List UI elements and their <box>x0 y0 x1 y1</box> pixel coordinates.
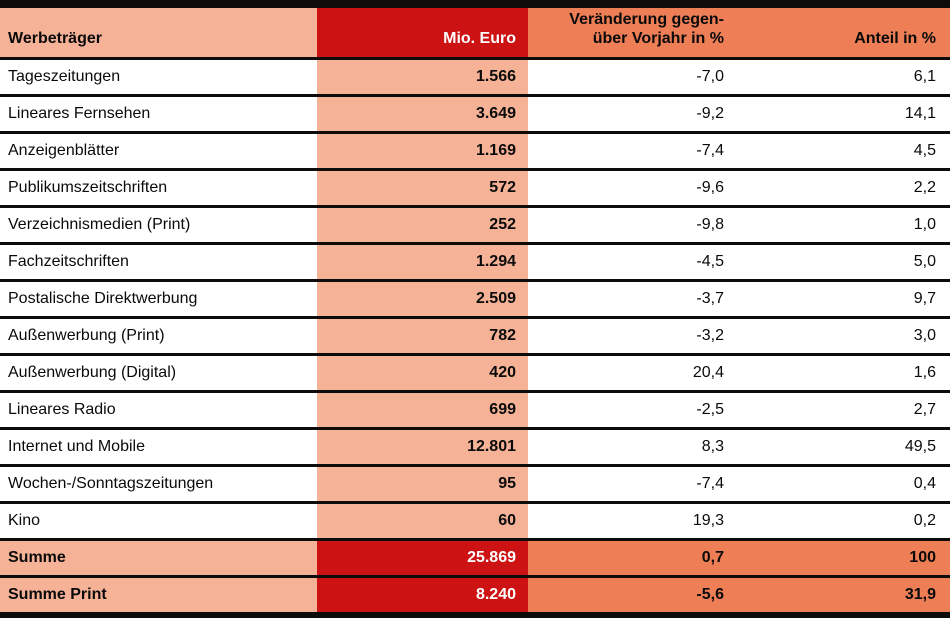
change-value: 20,4 <box>528 356 738 390</box>
header-row: Werbeträger Mio. Euro Veränderung gegen-… <box>0 8 950 60</box>
table-row: Außenwerbung (Digital) 420 20,4 1,6 <box>0 356 950 393</box>
mio-euro-value: 95 <box>317 467 528 501</box>
row-label: Tageszeitungen <box>0 60 317 94</box>
share-value: 100 <box>738 541 950 575</box>
table-row: Anzeigenblätter 1.169 -7,4 4,5 <box>0 134 950 171</box>
change-value: -3,7 <box>528 282 738 316</box>
change-value: -2,5 <box>528 393 738 427</box>
summary-row-print: Summe Print 8.240 -5,6 31,9 <box>0 578 950 618</box>
share-value: 1,6 <box>738 356 950 390</box>
header-cell-werbetraeger: Werbeträger <box>0 8 317 57</box>
row-label: Außenwerbung (Digital) <box>0 356 317 390</box>
mio-euro-value: 420 <box>317 356 528 390</box>
row-label: Internet und Mobile <box>0 430 317 464</box>
mio-euro-value: 782 <box>317 319 528 353</box>
row-label: Außenwerbung (Print) <box>0 319 317 353</box>
share-value: 3,0 <box>738 319 950 353</box>
mio-euro-value: 1.169 <box>317 134 528 168</box>
change-value: -4,5 <box>528 245 738 279</box>
share-value: 2,2 <box>738 171 950 205</box>
row-label: Postalische Direktwerbung <box>0 282 317 316</box>
mio-euro-value: 1.294 <box>317 245 528 279</box>
table-row: Fachzeitschriften 1.294 -4,5 5,0 <box>0 245 950 282</box>
header-cell-share-pct: Anteil in % <box>738 8 950 57</box>
change-value: -7,4 <box>528 134 738 168</box>
mio-euro-value: 572 <box>317 171 528 205</box>
share-value: 1,0 <box>738 208 950 242</box>
row-label: Lineares Radio <box>0 393 317 427</box>
mio-euro-value: 1.566 <box>317 60 528 94</box>
table-row: Internet und Mobile 12.801 8,3 49,5 <box>0 430 950 467</box>
change-value: -3,2 <box>528 319 738 353</box>
mio-euro-value: 2.509 <box>317 282 528 316</box>
share-value: 5,0 <box>738 245 950 279</box>
row-label: Publikumszeitschriften <box>0 171 317 205</box>
table-top-border <box>0 0 950 8</box>
mio-euro-value: 25.869 <box>317 541 528 575</box>
table-row: Tageszeitungen 1.566 -7,0 6,1 <box>0 60 950 97</box>
share-value: 0,4 <box>738 467 950 501</box>
mio-euro-value: 699 <box>317 393 528 427</box>
mio-euro-value: 252 <box>317 208 528 242</box>
change-value: -7,0 <box>528 60 738 94</box>
table-row: Lineares Fernsehen 3.649 -9,2 14,1 <box>0 97 950 134</box>
share-value: 6,1 <box>738 60 950 94</box>
row-label: Anzeigenblätter <box>0 134 317 168</box>
row-label: Summe Print <box>0 578 317 612</box>
header-cell-mio-euro: Mio. Euro <box>317 8 528 57</box>
share-value: 0,2 <box>738 504 950 538</box>
table-row: Außenwerbung (Print) 782 -3,2 3,0 <box>0 319 950 356</box>
share-value: 9,7 <box>738 282 950 316</box>
table-row: Publikumszeitschriften 572 -9,6 2,2 <box>0 171 950 208</box>
row-label: Verzeichnismedien (Print) <box>0 208 317 242</box>
row-label: Fachzeitschriften <box>0 245 317 279</box>
table-row: Kino 60 19,3 0,2 <box>0 504 950 541</box>
row-label: Summe <box>0 541 317 575</box>
change-value: -7,4 <box>528 467 738 501</box>
share-value: 49,5 <box>738 430 950 464</box>
row-label: Lineares Fernsehen <box>0 97 317 131</box>
change-value: 19,3 <box>528 504 738 538</box>
change-value: -5,6 <box>528 578 738 612</box>
change-value: 0,7 <box>528 541 738 575</box>
share-value: 14,1 <box>738 97 950 131</box>
table-row: Postalische Direktwerbung 2.509 -3,7 9,7 <box>0 282 950 319</box>
row-label: Kino <box>0 504 317 538</box>
change-value: -9,6 <box>528 171 738 205</box>
change-value: 8,3 <box>528 430 738 464</box>
mio-euro-value: 60 <box>317 504 528 538</box>
share-value: 31,9 <box>738 578 950 612</box>
header-cell-change-pct: Veränderung gegen- über Vorjahr in % <box>528 8 738 57</box>
change-value: -9,2 <box>528 97 738 131</box>
mio-euro-value: 3.649 <box>317 97 528 131</box>
table-row: Wochen-/Sonntagszeitungen 95 -7,4 0,4 <box>0 467 950 504</box>
mio-euro-value: 12.801 <box>317 430 528 464</box>
share-value: 4,5 <box>738 134 950 168</box>
table-row: Lineares Radio 699 -2,5 2,7 <box>0 393 950 430</box>
row-label: Wochen-/Sonntagszeitungen <box>0 467 317 501</box>
summary-row-total: Summe 25.869 0,7 100 <box>0 541 950 578</box>
share-value: 2,7 <box>738 393 950 427</box>
table-row: Verzeichnismedien (Print) 252 -9,8 1,0 <box>0 208 950 245</box>
mio-euro-value: 8.240 <box>317 578 528 612</box>
change-value: -9,8 <box>528 208 738 242</box>
